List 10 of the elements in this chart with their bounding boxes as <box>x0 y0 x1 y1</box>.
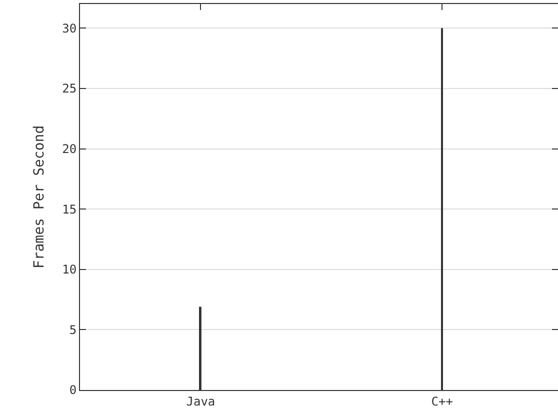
y-tick-label: 20 <box>62 142 77 156</box>
y-tick-label: 25 <box>62 82 77 96</box>
x-tick-label: Java <box>186 394 216 408</box>
y-tick-label: 5 <box>69 322 77 337</box>
y-tick-label: 0 <box>69 383 77 398</box>
y-axis-title: Frames Per Second <box>32 125 48 269</box>
x-tick-label: C++ <box>431 394 453 408</box>
y-tick-label: 30 <box>62 21 77 36</box>
y-tick-label: 10 <box>62 262 77 277</box>
y-tick-label: 15 <box>62 202 77 216</box>
